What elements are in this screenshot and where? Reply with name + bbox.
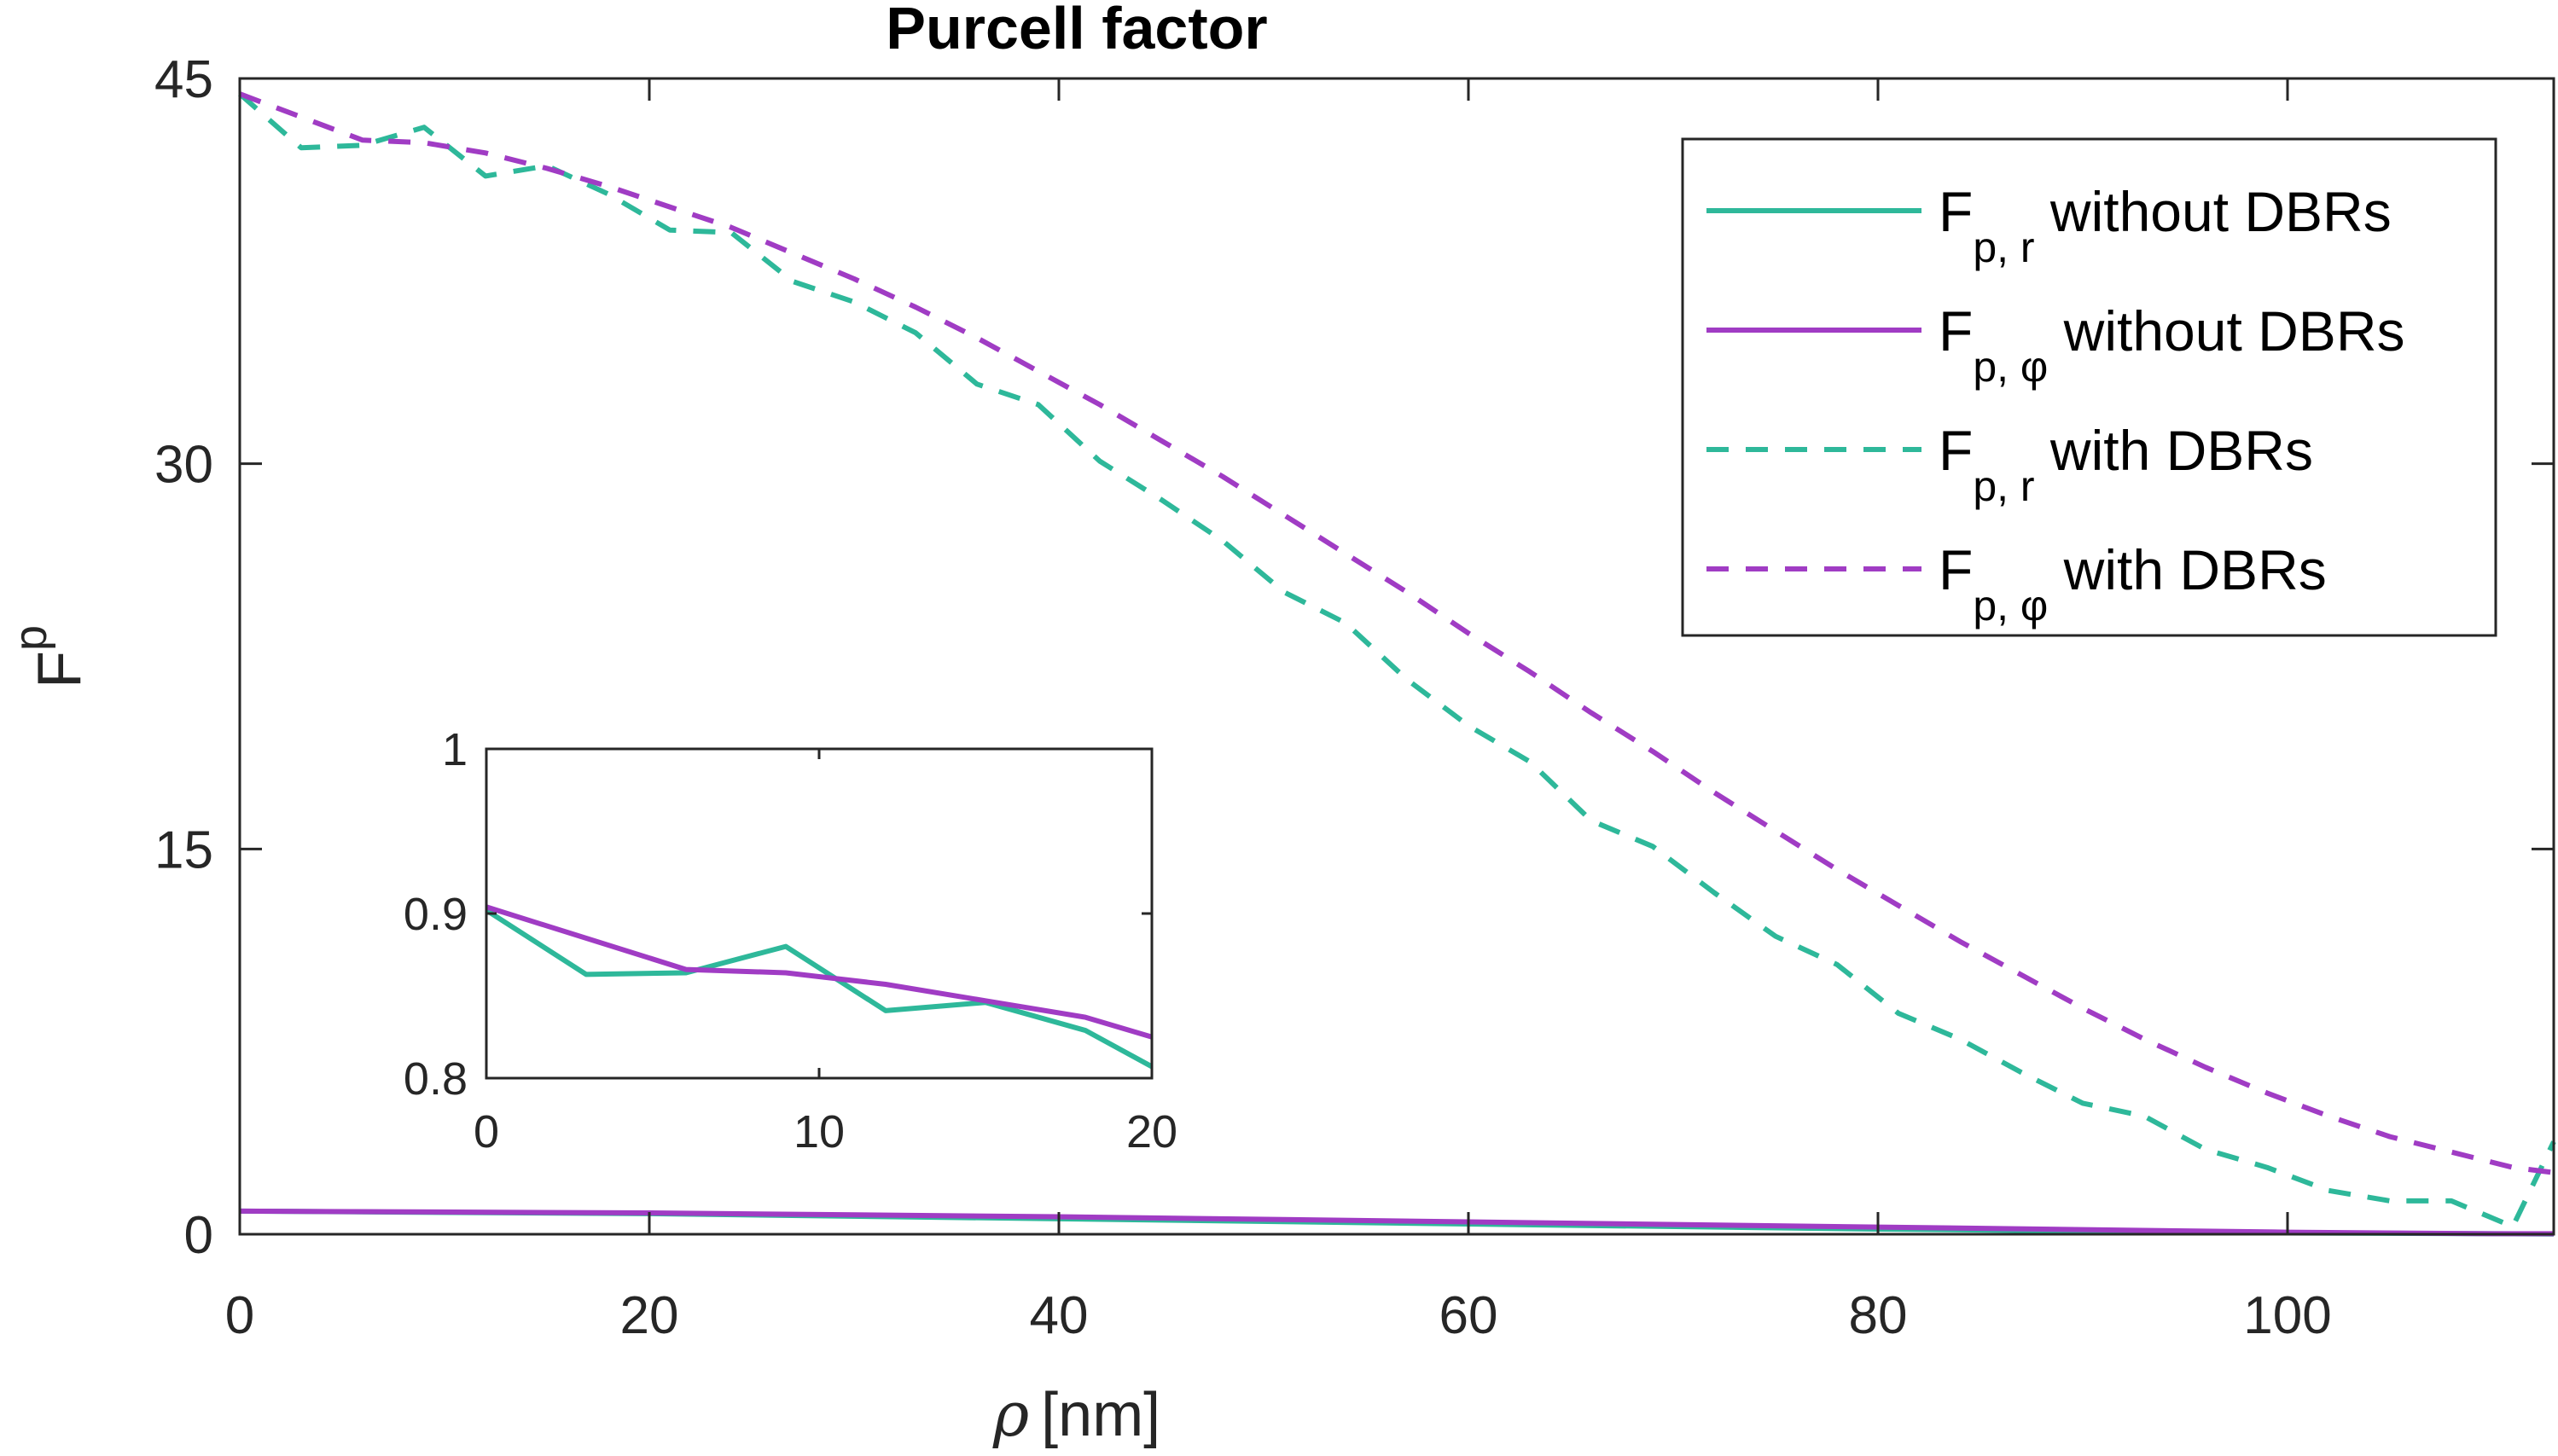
inset-series-line-2 [485, 904, 1153, 1040]
y-tick-label: 45 [154, 50, 213, 109]
inset-y-tick-label: 1 [442, 724, 468, 775]
chart-title: Purcell factor [886, 0, 1267, 61]
legend-label-sub: p, r [1973, 223, 2034, 271]
legend-label-rest: without DBRs [2035, 180, 2392, 243]
y-tick-label: 0 [184, 1206, 213, 1265]
x-axis-label: ρ [nm] [992, 1378, 1160, 1450]
legend-label-3: Fp, r with DBRs [1939, 419, 2313, 510]
inset-ticks: 0 10 20 0.8 0.9 1 [404, 724, 1177, 1157]
x-axis-label-symbol: ρ [992, 1378, 1029, 1450]
x-tick-label: 0 [225, 1286, 254, 1345]
legend-label-main: F [1939, 419, 1973, 482]
x-tick-label: 60 [1439, 1286, 1498, 1345]
inset-plot-area: 0 10 20 0.8 0.9 1 [404, 724, 1177, 1157]
legend-label-sub: p, φ [1973, 582, 2048, 629]
x-tick-label: 80 [1849, 1286, 1908, 1345]
y-axis-label: Fp [5, 625, 94, 688]
x-axis-label-unit: [nm] [1041, 1381, 1160, 1449]
y-tick-label: 15 [154, 821, 213, 879]
legend-label-2: Fp, φ without DBRs [1939, 299, 2404, 391]
y-axis-label-main: F [26, 651, 94, 688]
legend-label-rest: with DBRs [2048, 538, 2326, 601]
legend-label-sub: p, φ [1973, 343, 2048, 391]
legend-box [1681, 137, 2497, 637]
inset-y-tick-label: 0.8 [404, 1053, 468, 1105]
legend-label-main: F [1939, 180, 1973, 243]
main-axes-box [238, 77, 2555, 1236]
legend-label-main: F [1939, 538, 1973, 601]
x-tick-label: 20 [620, 1286, 679, 1345]
legend-label-main: F [1939, 299, 1973, 363]
x-tick-label: 100 [2243, 1286, 2331, 1345]
legend-label-sub: p, r [1973, 462, 2034, 510]
y-axis-label-sub: p [5, 625, 56, 651]
y-tick-label: 30 [154, 436, 213, 495]
inset-x-tick-label: 0 [474, 1106, 499, 1157]
inset-y-tick-label: 0.9 [404, 889, 468, 940]
inset-x-tick-label: 20 [1126, 1106, 1177, 1157]
legend-label-4: Fp, φ with DBRs [1939, 538, 2327, 629]
legend-label-rest: without DBRs [2048, 299, 2404, 363]
x-tick-label: 40 [1030, 1286, 1089, 1345]
inset-x-tick-label: 10 [794, 1106, 845, 1157]
inset-series-lines [485, 904, 1154, 1070]
series-line-3 [238, 91, 2556, 1229]
inset-background [486, 749, 1152, 1078]
legend-label-rest: with DBRs [2035, 419, 2313, 482]
legend-label-1: Fp, r without DBRs [1939, 180, 2392, 271]
series-line-4 [238, 91, 2555, 1175]
